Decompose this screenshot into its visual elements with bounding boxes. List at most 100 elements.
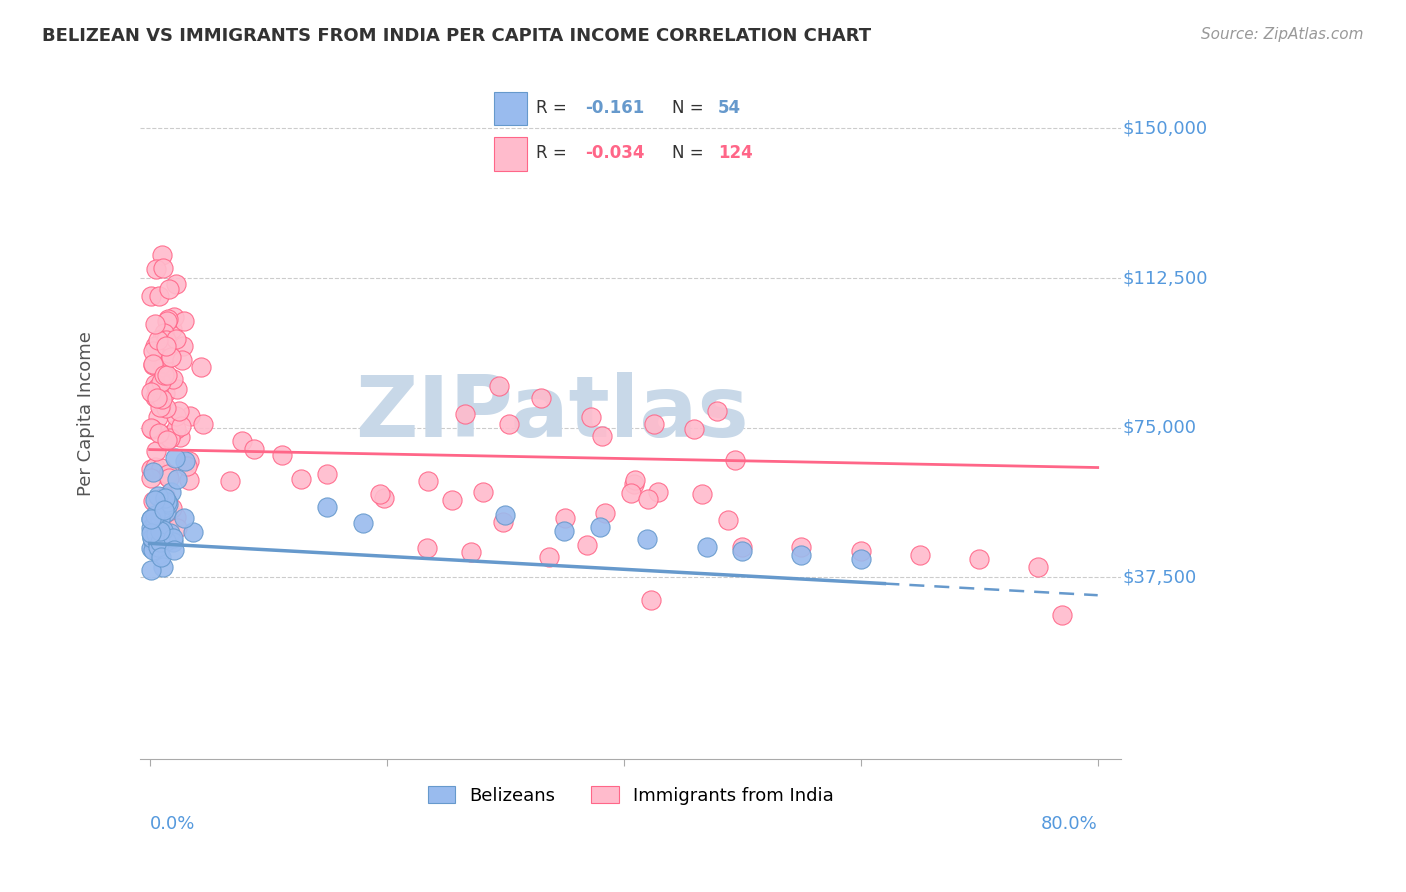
Point: [160, 501, 183, 516]
Point: [156, 495, 179, 509]
Point: [472, 485, 495, 500]
Point: [967, 552, 990, 566]
Point: [173, 314, 195, 328]
Point: [146, 409, 169, 424]
Point: [494, 508, 516, 523]
Point: [143, 529, 166, 543]
Point: [440, 493, 463, 508]
Point: [162, 531, 184, 545]
Point: [156, 433, 179, 447]
Point: [148, 547, 170, 561]
Point: [640, 592, 662, 607]
Text: Per Capita Income: Per Capita Income: [77, 331, 96, 496]
Point: [153, 502, 176, 516]
Text: Source: ZipAtlas.com: Source: ZipAtlas.com: [1201, 27, 1364, 42]
Point: [620, 485, 643, 500]
Point: [153, 496, 176, 510]
Point: [139, 521, 162, 535]
Point: [696, 541, 718, 555]
Point: [152, 359, 174, 374]
Point: [157, 467, 180, 481]
Point: [160, 321, 183, 335]
Point: [139, 511, 162, 525]
Point: [179, 454, 201, 468]
Point: [145, 527, 167, 541]
Point: [1050, 608, 1073, 623]
Point: [191, 417, 214, 431]
Point: [141, 384, 163, 399]
Point: [142, 344, 165, 359]
Point: [155, 333, 177, 347]
Point: [143, 515, 166, 529]
Point: [146, 489, 169, 503]
Point: [149, 524, 172, 538]
Point: [636, 533, 658, 547]
Point: [149, 375, 172, 389]
Point: [163, 451, 186, 466]
Point: [166, 472, 188, 486]
Point: [163, 542, 186, 557]
Point: [145, 443, 167, 458]
Text: BELIZEAN VS IMMIGRANTS FROM INDIA PER CAPITA INCOME CORRELATION CHART: BELIZEAN VS IMMIGRANTS FROM INDIA PER CA…: [42, 27, 872, 45]
Point: [169, 429, 191, 443]
Text: 0.0%: 0.0%: [149, 814, 195, 832]
Text: -0.034: -0.034: [585, 145, 644, 162]
Point: [143, 390, 166, 404]
Point: [145, 261, 167, 276]
Point: [139, 462, 162, 476]
Point: [166, 277, 188, 292]
Point: [146, 540, 169, 554]
Point: [908, 549, 931, 563]
Point: [177, 473, 200, 487]
Point: [143, 317, 166, 331]
Point: [219, 474, 242, 488]
Point: [155, 339, 177, 353]
Point: [155, 534, 177, 549]
Point: [576, 538, 599, 552]
Point: [141, 511, 163, 525]
Point: [170, 418, 193, 433]
Text: ZIPatlas: ZIPatlas: [356, 372, 749, 455]
Point: [157, 530, 180, 544]
Point: [139, 289, 162, 303]
Point: [139, 421, 162, 435]
Point: [623, 477, 645, 491]
Point: [553, 524, 575, 539]
Text: R =: R =: [537, 99, 567, 117]
Point: [159, 431, 181, 445]
Point: [141, 422, 163, 436]
Point: [162, 372, 184, 386]
Point: [150, 331, 173, 345]
Point: [731, 544, 754, 558]
Text: $37,500: $37,500: [1122, 568, 1197, 586]
Point: [498, 417, 520, 431]
Point: [173, 511, 195, 525]
Point: [142, 542, 165, 557]
Point: [155, 505, 177, 519]
Point: [153, 326, 176, 340]
Point: [152, 248, 174, 262]
Point: [152, 560, 174, 574]
Point: [152, 503, 174, 517]
Point: [157, 346, 180, 360]
Point: [488, 379, 510, 393]
Point: [591, 429, 613, 443]
Point: [593, 506, 616, 520]
Point: [142, 357, 165, 371]
Point: [290, 472, 312, 486]
Point: [162, 535, 184, 549]
Point: [148, 426, 170, 441]
Point: [149, 549, 172, 564]
Point: [157, 282, 180, 296]
Point: [190, 360, 212, 375]
Point: [143, 376, 166, 391]
Point: [723, 452, 745, 467]
Point: [150, 336, 173, 351]
Text: $112,500: $112,500: [1122, 269, 1208, 287]
Text: 124: 124: [718, 145, 752, 162]
Point: [165, 509, 187, 524]
Point: [682, 422, 704, 436]
Point: [176, 458, 198, 473]
Point: [167, 403, 190, 417]
Bar: [494, 92, 527, 126]
